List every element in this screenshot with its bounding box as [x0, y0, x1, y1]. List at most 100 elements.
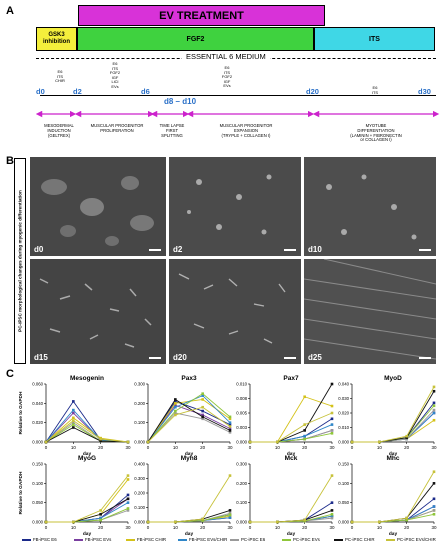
media-item: E6	[112, 61, 118, 66]
data-point	[405, 437, 408, 441]
y-tick-label: 0.020	[338, 411, 349, 416]
legend-swatch	[282, 538, 291, 541]
y-tick-label: 0.200	[134, 401, 145, 406]
media-d2: E6 ITS FGF2 IGF LiCl EVs	[104, 61, 126, 90]
data-point	[99, 518, 102, 522]
scale-bar	[284, 249, 296, 251]
qpcr-charts: Mesogenin 0.000 0.020 0.040 0.060 0 10 20 30 day R…	[18, 375, 437, 536]
phase-line: MUSCULAR PROGENITOR	[219, 123, 273, 128]
y-tick-label: 0.000	[338, 520, 349, 525]
series-line	[352, 513, 435, 523]
data-point	[201, 415, 204, 419]
data-point	[405, 518, 408, 522]
legend-item: PC-iPSC CHIR	[334, 537, 375, 542]
data-point	[201, 409, 204, 413]
legend-label: PC-iPSC EVs/CHIR	[397, 537, 436, 542]
medium-label: ESSENTIAL 6 MEDIUM	[182, 52, 270, 61]
chart-title: Pax3	[181, 375, 197, 382]
media-item: E6	[57, 69, 63, 74]
data-point	[330, 411, 334, 415]
y-tick-label: 0.008	[236, 396, 247, 401]
cell-texture	[169, 259, 301, 364]
x-tick-label: 0	[351, 525, 354, 530]
data-point	[303, 429, 306, 432]
x-tick-label: 10	[275, 525, 281, 530]
y-tick-label: 0.050	[32, 500, 43, 505]
day-d2: d2	[73, 87, 82, 96]
data-point	[228, 513, 232, 517]
micrograph-d0: d0	[30, 157, 166, 256]
legend-swatch	[334, 538, 343, 541]
x-tick-label: 30	[329, 525, 335, 530]
y-tick-label: 0.100	[134, 505, 145, 510]
data-point	[228, 427, 232, 430]
scale-bar	[149, 357, 161, 359]
data-point	[228, 423, 232, 426]
series-line	[147, 395, 231, 443]
media-item: EVs	[111, 83, 119, 89]
series-line	[352, 412, 435, 443]
day-axis	[40, 95, 436, 96]
data-point	[72, 421, 75, 424]
series-line	[250, 418, 333, 443]
y-tick-label: 0.010	[338, 425, 349, 430]
its-bar: ITS	[314, 27, 435, 51]
x-axis-label: day	[83, 451, 92, 457]
y-tick-label: 0.000	[134, 520, 145, 525]
chart-title: Pax7	[283, 375, 299, 382]
legend-item: FB-iPSC CHIR	[126, 537, 166, 542]
x-tick-label: 0	[147, 525, 150, 530]
x-tick-label: 20	[302, 525, 308, 530]
phase-2: MUSCULAR PROGENITOR PROLIFERATION	[86, 123, 148, 134]
data-point	[201, 405, 204, 409]
data-point	[201, 398, 204, 401]
y-tick-label: 0.000	[338, 440, 349, 445]
data-point	[405, 516, 408, 520]
data-point	[330, 474, 334, 477]
media-item: E6	[372, 85, 378, 90]
data-point	[330, 423, 334, 426]
x-tick-label: 20	[200, 445, 206, 450]
legend-swatch	[126, 538, 135, 541]
x-tick-label: 30	[431, 525, 437, 530]
chart-myh8: Myh8 0.000 0.100 0.200 0.300 0.400 0 10 20 30 day	[134, 455, 233, 536]
data-point	[303, 434, 306, 438]
phase-line: PROLIFERATION	[100, 127, 134, 133]
chart-mck: Mck 0.000 0.100 0.200 0.300 0 10 20 30 day	[236, 455, 335, 536]
series-line	[352, 483, 435, 523]
y-tick-label: 0.300	[236, 462, 247, 467]
data-point	[330, 516, 334, 520]
panel-a-label: A	[6, 5, 14, 17]
micrograph-day-label: d25	[308, 353, 322, 362]
micrograph-day-label: d10	[308, 245, 322, 254]
media-d10: E6 ITS FGF2 IGF EVs	[216, 65, 238, 89]
cell-texture	[169, 157, 301, 256]
y-tick-label: 0.005	[236, 411, 247, 416]
x-tick-label: 10	[173, 525, 179, 530]
media-item: ITS	[56, 73, 64, 79]
micrograph-side-label: PC-iPSC morphological changes during myo…	[14, 158, 26, 364]
y-tick-label: 0.003	[236, 425, 247, 430]
data-point	[174, 411, 177, 415]
gsk3-box: GSK3 inhibition	[36, 27, 77, 51]
x-tick-label: 10	[173, 445, 179, 450]
legend-item: FB-iPSC E6	[22, 537, 57, 542]
chart-myog: MyoG 0.000 0.050 0.100 0.150 0 10 20 30 day Relati…	[18, 455, 131, 536]
data-point	[99, 512, 102, 516]
series-line	[352, 386, 435, 443]
data-point	[174, 400, 177, 403]
series-line	[45, 417, 129, 443]
data-point	[330, 417, 334, 421]
legend-label: PC-iPSC CHIR	[345, 537, 375, 542]
phase-line: (LAMININ + FIBRONECTIN	[350, 132, 402, 138]
fgf2-bar: FGF2	[77, 27, 314, 51]
data-point	[228, 512, 232, 515]
y-tick-label: 0.400	[134, 462, 145, 467]
x-tick-label: 10	[377, 525, 383, 530]
phase-line: MUSCULAR PROGENITOR	[90, 123, 144, 128]
y-tick-label: 0.000	[236, 520, 247, 525]
data-point	[350, 520, 354, 524]
data-point	[44, 520, 48, 524]
data-point	[228, 431, 232, 434]
y-tick-label: 0.000	[134, 440, 145, 445]
